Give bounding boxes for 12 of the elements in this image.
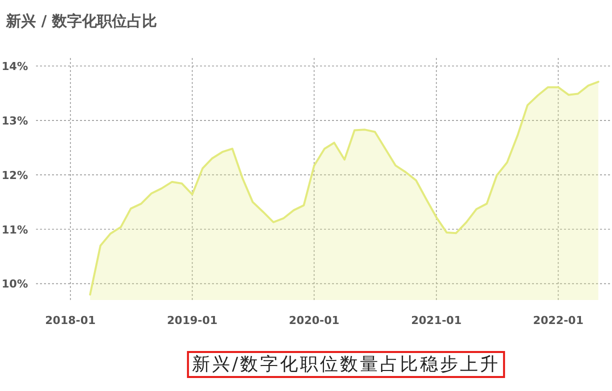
y-tick-label: 12% xyxy=(2,168,28,182)
y-tick-label: 14% xyxy=(2,60,28,73)
x-tick-label: 2018-01 xyxy=(45,314,96,327)
y-tick-label: 11% xyxy=(2,223,28,236)
chart-title: 新兴 / 数字化职位占比 xyxy=(5,12,157,30)
text: 新兴/数字化职位数量占比稳步上升 xyxy=(192,354,500,375)
y-tick-label: 13% xyxy=(2,114,28,128)
y-tick-label: 10% xyxy=(2,278,28,291)
x-tick-label: 2021-01 xyxy=(411,314,462,327)
x-tick-label: 2022-01 xyxy=(532,314,584,327)
x-tick-label: 2020-01 xyxy=(288,314,340,327)
x-tick-label: 2019-01 xyxy=(167,314,218,327)
